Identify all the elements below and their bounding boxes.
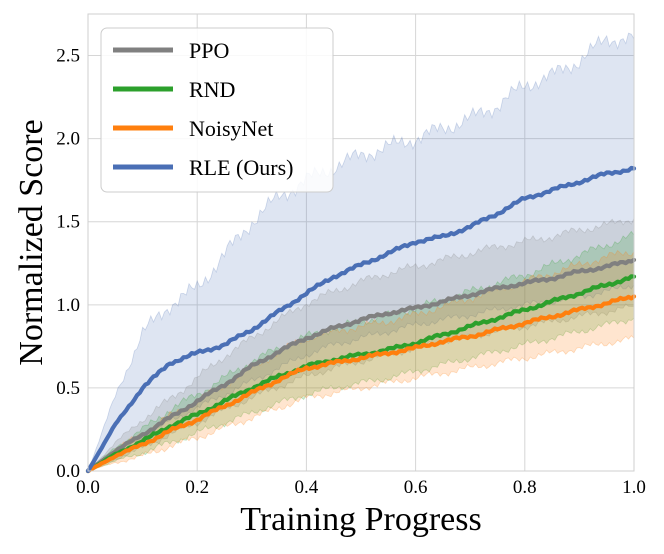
y-axis-title: Normalized Score xyxy=(13,119,50,365)
line-rle-ours xyxy=(85,165,637,474)
y-tick-label: 0.0 xyxy=(56,461,80,482)
x-tick-label: 0.6 xyxy=(404,477,428,498)
confidence-bands xyxy=(87,32,635,472)
axes: 0.0 0.2 0.4 0.6 0.8 1.0 0.0 0.5 1.0 1.5 2.0 2.5 Trai… xyxy=(13,13,646,538)
y-tick-label: 2.5 xyxy=(56,46,80,67)
y-tick-label: 0.5 xyxy=(56,378,80,399)
y-tick-label: 2.0 xyxy=(56,129,80,150)
y-tick-label: 1.5 xyxy=(56,212,80,233)
legend-box xyxy=(100,27,334,193)
x-tick-label: 0.4 xyxy=(295,477,319,498)
x-tick-label: 0.0 xyxy=(76,477,100,498)
legend-label-rnd: RND xyxy=(189,77,235,102)
legend-label-noisynet: NoisyNet xyxy=(189,116,273,141)
x-axis-title: Training Progress xyxy=(240,501,482,538)
legend-label-rle-ours: RLE (Ours) xyxy=(189,155,293,180)
x-tick-label: 0.8 xyxy=(513,477,537,498)
line-rnd xyxy=(85,274,637,474)
plot-frame xyxy=(87,13,635,472)
legend-label-ppo: PPO xyxy=(189,38,229,63)
line-noisynet xyxy=(85,294,637,474)
legend: PPO RND NoisyNet RLE (Ours) xyxy=(100,27,334,193)
x-tick-label: 1.0 xyxy=(622,477,646,498)
y-tick-label: 1.0 xyxy=(56,295,80,316)
series-lines xyxy=(85,165,637,474)
line-ppo xyxy=(85,257,637,474)
x-tick-label: 0.2 xyxy=(185,477,209,498)
